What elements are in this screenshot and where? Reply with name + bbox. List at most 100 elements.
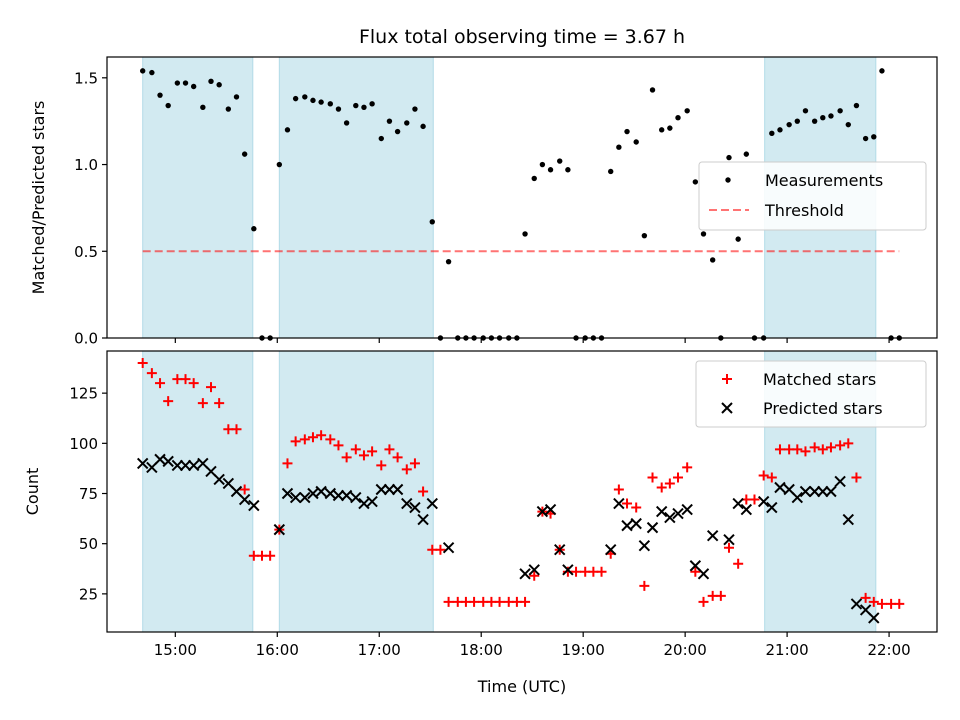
top-panel-ratio: 0.0 0.5 1.0 1.5 Matched/Predicted stars Measu… — [29, 56, 938, 348]
y-tick-label: 25 — [79, 585, 98, 603]
predicted-star-marker — [136, 457, 149, 470]
matched-star-marker — [698, 596, 709, 607]
measurement-point — [369, 101, 375, 107]
measurement-point — [531, 175, 537, 182]
x-tick-label: 17:00 — [358, 641, 401, 659]
predicted-star-marker — [375, 483, 387, 496]
predicted-star-marker — [154, 453, 166, 466]
matched-star-marker — [613, 484, 624, 495]
matched-star-marker — [290, 436, 301, 447]
matched-star-marker — [350, 444, 361, 455]
shaded-interval — [142, 350, 254, 633]
matched-star-marker — [520, 596, 531, 607]
measurement-point — [862, 135, 869, 142]
matched-star-marker — [409, 458, 420, 469]
matched-star-marker — [825, 442, 836, 453]
matched-star-marker — [401, 464, 412, 475]
measurement-point — [700, 231, 707, 237]
x-tick-label: 18:00 — [460, 641, 503, 659]
predicted-star-marker — [307, 487, 319, 500]
measurement-point — [547, 167, 554, 173]
matched-star-marker — [723, 542, 734, 553]
matched-star-marker — [239, 484, 250, 495]
matched-star-marker — [647, 472, 658, 483]
predicted-star-marker — [697, 568, 710, 580]
matched-star-marker — [758, 470, 769, 481]
measurement-point — [837, 108, 843, 114]
matched-star-marker — [843, 438, 854, 449]
matched-star-marker — [333, 440, 344, 451]
predicted-star-marker — [706, 529, 719, 542]
predicted-star-marker — [681, 503, 693, 516]
matched-star-marker — [835, 440, 846, 451]
matched-star-marker — [341, 452, 352, 463]
x-axis-label: Time (UTC) — [477, 677, 566, 696]
measurement-point — [165, 102, 171, 109]
predicted-star-marker — [646, 521, 659, 534]
measurement-point — [149, 69, 155, 76]
matched-star-marker — [596, 566, 607, 577]
matched-star-marker — [376, 460, 387, 471]
predicted-star-marker — [273, 523, 286, 536]
measurement-point — [208, 78, 214, 84]
predicted-star-marker — [383, 483, 396, 496]
predicted-star-marker — [171, 459, 184, 472]
predicted-star-marker — [562, 564, 574, 576]
predicted-star-marker — [740, 503, 753, 516]
legend-measurement-marker — [725, 177, 731, 183]
predicted-star-marker — [766, 501, 778, 514]
predicted-star-marker — [621, 519, 633, 532]
measurement-point — [190, 83, 197, 90]
legend-predicted-marker — [721, 402, 733, 414]
predicted-star-marker — [672, 507, 684, 520]
measurement-point — [557, 158, 563, 164]
y-tick-label: 100 — [69, 435, 98, 453]
measurement-point — [641, 232, 648, 239]
matched-star-marker — [622, 498, 633, 509]
predicted-star-marker — [605, 543, 617, 556]
measurement-point — [786, 121, 792, 128]
predicted-star-marker — [664, 511, 676, 524]
matched-star-marker — [443, 596, 454, 607]
predicted-star-marker — [732, 497, 744, 510]
matched-star-marker — [367, 446, 378, 457]
measurement-point — [539, 161, 546, 168]
matched-star-marker — [817, 444, 828, 455]
measurement-point — [802, 108, 809, 114]
predicted-star-marker — [799, 485, 812, 498]
matched-star-marker — [639, 580, 650, 591]
predicted-star-marker — [613, 497, 625, 510]
axes-frame — [106, 56, 938, 339]
predicted-star-marker — [401, 497, 413, 510]
matched-star-marker — [435, 544, 446, 555]
matched-star-marker — [146, 368, 157, 379]
measurement-point — [292, 95, 299, 102]
matched-star-marker — [188, 378, 199, 389]
measurement-point — [335, 106, 342, 112]
measurement-point — [310, 97, 316, 104]
measurement-point — [404, 120, 410, 126]
measurement-point — [445, 258, 452, 265]
matched-star-marker — [664, 478, 675, 489]
predicted-star-marker — [519, 568, 531, 580]
predicted-star-marker — [757, 495, 770, 508]
predicted-star-marker — [723, 533, 735, 546]
matched-star-marker — [860, 592, 871, 603]
predicted-star-marker — [817, 485, 829, 498]
x-tick-label: 20:00 — [664, 641, 707, 659]
y-tick-label: 1.5 — [74, 69, 98, 87]
measurement-point — [565, 167, 571, 173]
measurement-point — [182, 80, 189, 86]
matched-star-marker — [774, 444, 785, 455]
matched-star-marker — [299, 434, 310, 445]
predicted-star-marker — [630, 517, 642, 530]
predicted-star-marker — [299, 491, 311, 504]
matched-star-marker — [894, 598, 905, 609]
measurement-point — [157, 92, 163, 98]
figure-title: Flux total observing time = 3.67 h — [359, 26, 685, 48]
predicted-star-marker — [791, 491, 804, 504]
matched-star-marker — [876, 598, 887, 609]
shaded-interval — [278, 350, 434, 633]
x-tick-label: 16:00 — [256, 641, 299, 659]
y-tick-label: 125 — [69, 385, 98, 403]
